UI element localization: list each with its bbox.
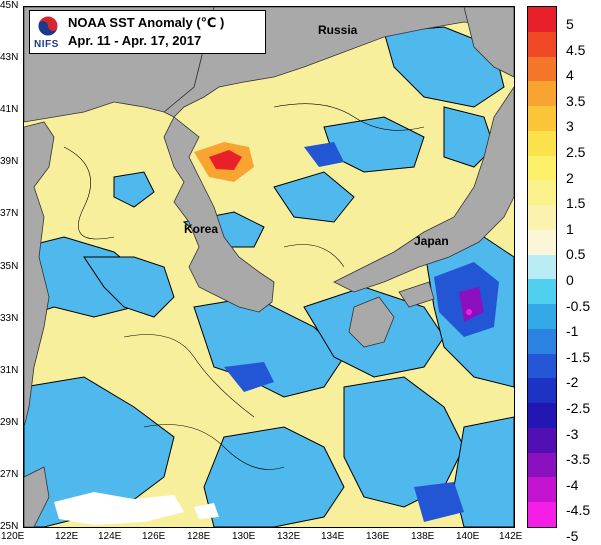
colorbar-label: -4.5	[566, 502, 591, 519]
lon-label-142e: 142E	[499, 531, 523, 542]
colorbar-label: 1	[566, 220, 574, 237]
logo-text: NIFS	[34, 39, 59, 50]
colorbar-segment	[528, 229, 556, 256]
lat-label-27n: 27N	[0, 469, 19, 480]
lat-label-43n: 43N	[0, 52, 19, 63]
cool-anomaly-regions	[24, 26, 514, 527]
colorbar-segment	[528, 279, 556, 305]
colorbar-segment	[528, 155, 556, 181]
lat-label-39n: 39N	[0, 156, 19, 167]
colorbar-segment	[528, 452, 556, 478]
sst-anomaly-map	[23, 6, 515, 528]
strongest-cool-core	[459, 287, 484, 322]
colorbar-label: 2.5	[566, 144, 586, 160]
colorbar-label: 3.5	[566, 92, 586, 109]
colorbar-label: 0.5	[566, 246, 586, 263]
anomaly-contours	[63, 103, 425, 470]
place-japan: Japan	[414, 234, 449, 248]
lon-label-122e: 122E	[55, 531, 79, 542]
colorbar-label: -4	[566, 476, 579, 493]
colorbar-label: 1.5	[566, 195, 586, 212]
place-korea: Korea	[184, 222, 219, 236]
colorbar-segment	[528, 378, 556, 404]
lon-label-120e: 120E	[1, 531, 25, 542]
lon-label-126e: 126E	[142, 531, 166, 542]
colorbar-segment	[528, 328, 556, 355]
colorbar-segment	[528, 180, 556, 206]
lon-label-132e: 132E	[277, 531, 301, 542]
lat-label-29n: 29N	[0, 417, 19, 428]
map-date-range: Apr. 11 - Apr. 17, 2017	[68, 33, 202, 48]
colorbar-label: -2.5	[566, 400, 591, 416]
colorbar-segment	[528, 254, 556, 280]
lon-label-140e: 140E	[456, 531, 480, 542]
lon-label-130e: 130E	[232, 531, 256, 542]
colorbar-segment	[528, 477, 556, 503]
lat-label-37n: 37N	[0, 208, 19, 219]
colorbar-label: 4.5	[566, 41, 586, 58]
colorbar-label: -3	[566, 425, 579, 442]
lat-label-45n: 45N	[0, 0, 19, 11]
colorbar-label: -3.5	[566, 451, 591, 468]
lat-label-35n: 35N	[0, 261, 19, 272]
colorbar-segment	[528, 106, 556, 132]
map-canvas	[24, 7, 514, 527]
lat-label-25n: 25N	[0, 521, 19, 532]
colorbar-label: 0	[566, 272, 574, 288]
colorbar-segment	[528, 56, 556, 82]
peak-cool-spot	[466, 309, 472, 315]
colorbar-label: 4	[566, 67, 574, 84]
colorbar-segment	[528, 304, 556, 330]
colorbar-label: -1	[566, 323, 579, 340]
colorbar-label: -1.5	[566, 348, 591, 365]
title-box: NIFS NOAA SST Anomaly (℃ ) Apr. 11 - Apr…	[29, 10, 266, 54]
colorbar-label: -5	[566, 528, 579, 544]
colorbar-segment	[528, 353, 556, 379]
lat-label-41n: 41N	[0, 104, 19, 115]
colorbar-segment	[528, 403, 556, 429]
peak-warm-spot	[209, 150, 242, 170]
colorbar-segment	[528, 130, 556, 157]
lon-label-128e: 128E	[187, 531, 211, 542]
lon-label-134e: 134E	[321, 531, 345, 542]
colorbar-segment	[528, 205, 556, 231]
lat-label-33n: 33N	[0, 313, 19, 324]
lon-label-138e: 138E	[411, 531, 435, 542]
colorbar-label: 3	[566, 118, 574, 135]
colorbar-segment	[528, 7, 556, 33]
colorbar-segment	[528, 31, 556, 57]
colorbar-segment	[528, 81, 556, 107]
lon-label-136e: 136E	[366, 531, 390, 542]
map-title: NOAA SST Anomaly (℃ )	[68, 15, 225, 30]
colorbar	[527, 6, 557, 528]
nifs-taegeuk-logo-icon	[37, 15, 59, 37]
colorbar-label: 5	[566, 16, 574, 32]
colorbar-segment	[528, 427, 556, 454]
place-russia: Russia	[318, 23, 358, 37]
lat-label-31n: 31N	[0, 365, 19, 376]
colorbar-label: -2	[566, 374, 579, 391]
lon-label-124e: 124E	[98, 531, 122, 542]
colorbar-segment	[528, 502, 556, 528]
colorbar-label: -0.5	[566, 297, 591, 314]
strong-cool-regions	[224, 142, 499, 522]
no-data-patches	[54, 492, 219, 525]
colorbar-label: 2	[566, 169, 574, 186]
